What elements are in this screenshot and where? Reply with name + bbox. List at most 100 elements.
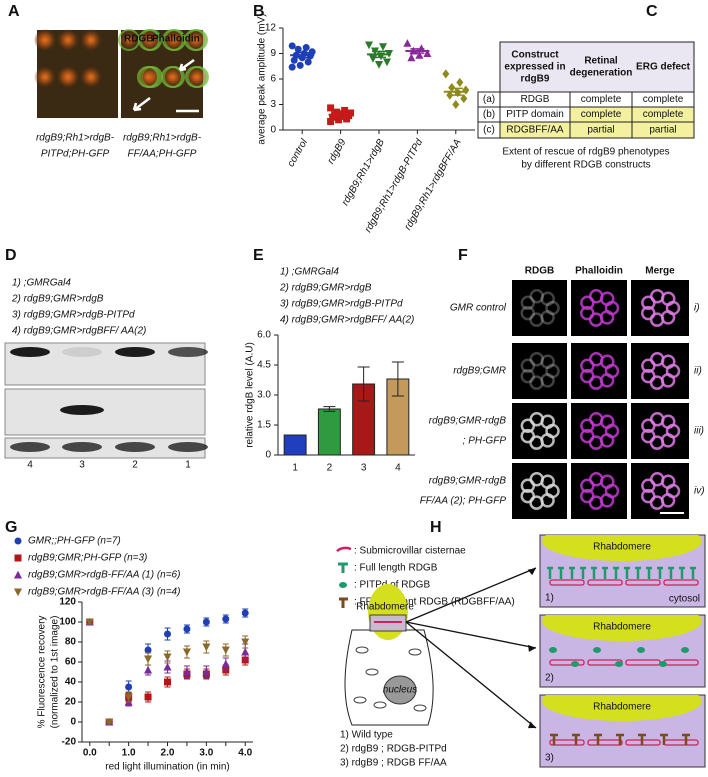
x-tick-label: 4 [395, 463, 401, 474]
legend-label: rdgB9;GMR>rdgB-FF/AA (1) (n=6) [28, 570, 180, 581]
rdgb-pitpd [549, 647, 557, 653]
rdgb-ffat [682, 733, 690, 745]
data-point [294, 45, 302, 53]
blot-band [168, 442, 208, 452]
blot-band [62, 347, 102, 357]
micrograph [631, 403, 689, 459]
genotype: 2) rdgB9;GMR>rdgB [11, 294, 104, 305]
stain-blob [600, 354, 615, 369]
caption: PITPd;PH-GFP [41, 149, 110, 160]
column-header: Phalloidin [575, 266, 623, 277]
stain-blob [529, 312, 544, 327]
membrane-stain [137, 66, 159, 88]
x-axis-title: red light illumination (in min) [105, 762, 230, 773]
panel-label: C [646, 3, 658, 20]
data-point [343, 115, 351, 123]
y-tick-label: 3.0 [257, 390, 271, 401]
data-point [241, 609, 249, 617]
cisterna [587, 739, 623, 746]
panel-label: E [253, 247, 264, 264]
rdgb-pitpd [659, 661, 667, 667]
table-header: expressed in [504, 62, 565, 73]
membrane-stain [161, 66, 183, 88]
icon-rdgb [338, 562, 348, 573]
data-point [335, 116, 343, 124]
lane-label: 3 [79, 460, 85, 471]
data-point [163, 662, 172, 671]
x-tick-label: 2 [327, 463, 333, 474]
icon-pitpd [339, 582, 347, 588]
channel-label: Phalloidin [152, 34, 200, 45]
rdgb-ffat [550, 733, 558, 745]
panel-title: Rhabdomere [593, 622, 651, 633]
stain-blob [520, 488, 535, 504]
rdgb-full [591, 566, 597, 579]
legend-label: rdgB9;GMR;PH-GFP (n=3) [28, 553, 147, 564]
stain-blob [540, 373, 555, 388]
stain-blob [579, 488, 595, 504]
row-label: rdgB9;GMR-rdgB [429, 476, 507, 487]
cell-blob [137, 66, 159, 88]
table-cell-text: complete [581, 94, 622, 105]
blot-strip [4, 388, 206, 436]
organelle [413, 704, 427, 712]
rdgb-full [547, 566, 553, 579]
channel-label: RDGB [124, 34, 153, 45]
annotation: 3) rdgB9;GMR>rdgB-PITPd [280, 299, 403, 310]
table-header-bg [499, 41, 695, 93]
row-label: ; PH-GFP [463, 436, 507, 447]
caption: FF/AA;PH-GFP [128, 149, 197, 160]
bar [283, 434, 307, 456]
data-point [327, 104, 335, 112]
data-point [460, 94, 468, 104]
data-point [448, 82, 456, 93]
legend-marker [13, 570, 23, 579]
row-numeral: iv) [694, 486, 705, 497]
data-point [382, 58, 392, 67]
rdgb-pitpd [615, 661, 623, 667]
organelle [373, 701, 387, 709]
data-point [374, 61, 384, 69]
legend-label: : Submicrovillar cisternae [354, 546, 466, 557]
cisterna [625, 579, 661, 586]
arrow [405, 621, 537, 729]
panel-label: A [8, 3, 20, 20]
data-point [452, 99, 460, 110]
table-header: ERG defect [636, 62, 691, 73]
annotation: 1) ;GMRGal4 [280, 267, 339, 278]
arrow-head [527, 568, 536, 576]
data-point [304, 58, 312, 66]
rdgb-ffat [594, 733, 602, 745]
table-header: degeneration [570, 68, 633, 79]
nucleus [383, 675, 417, 705]
table-cell-text: RDGB [521, 94, 550, 105]
panel-number: 1) [545, 593, 554, 604]
arrow [178, 58, 195, 72]
legend-marker [14, 537, 22, 545]
error-bar [295, 51, 310, 59]
y-tick-label: 100 [59, 617, 76, 628]
data-point [183, 625, 191, 633]
rdgb-full [558, 566, 564, 579]
y-axis-title: % Fluorescence recovery [37, 616, 48, 729]
y-tick-label: 80 [65, 637, 77, 648]
cell-blob [184, 29, 206, 51]
stain-blob [529, 375, 544, 390]
error-bar [410, 48, 425, 54]
data-point [442, 69, 450, 79]
legend-label: rdgB9;GMR>rdgB-FF/AA (3) (n=4) [28, 587, 180, 598]
table-cell-text: RDGBFF/AA [506, 125, 564, 136]
stain-blob [640, 368, 656, 384]
row-label: (a) [483, 94, 495, 105]
y-tick-label: 4.5 [257, 360, 271, 371]
data-point [407, 53, 416, 62]
cell-blob [118, 29, 140, 51]
x-tick-label: control [286, 137, 311, 169]
panel-title: Rhabdomere [593, 542, 651, 553]
micrograph [631, 463, 689, 519]
data-point [144, 665, 153, 674]
y-axis-title: average peak amplitude (mV) [257, 13, 268, 144]
x-tick-label: 3.0 [199, 748, 213, 759]
y-tick-label: 6.0 [257, 330, 271, 341]
condition: 2) rdgB9 ; RDGB-PITPd [340, 744, 447, 755]
